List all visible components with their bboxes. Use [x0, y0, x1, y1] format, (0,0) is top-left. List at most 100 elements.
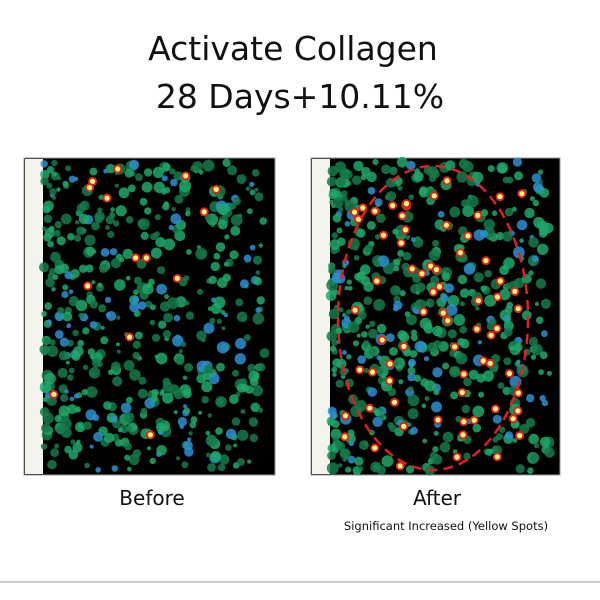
hot-spot [431, 193, 437, 199]
fluorescence-spot [238, 213, 243, 218]
fluorescence-spot [100, 336, 109, 345]
fluorescence-spot [534, 302, 539, 306]
fluorescence-spot [210, 451, 222, 462]
fluorescence-spot [419, 186, 428, 195]
fluorescence-spot [105, 163, 116, 174]
fluorescence-spot [56, 187, 61, 192]
fluorescence-spot [424, 396, 430, 401]
fluorescence-spot [183, 440, 193, 451]
fluorescence-spot [360, 174, 367, 181]
fluorescence-spot [213, 296, 226, 309]
hot-spot [360, 205, 366, 211]
fluorescence-spot [342, 350, 347, 355]
hot-spot [401, 343, 407, 350]
fluorescence-spot [450, 391, 459, 400]
fluorescence-spot [405, 234, 411, 240]
fluorescence-spot [365, 324, 370, 329]
fluorescence-spot [458, 158, 469, 169]
fluorescence-spot [179, 180, 192, 192]
fluorescence-spot [526, 394, 535, 403]
fluorescence-spot [496, 232, 505, 241]
fluorescence-spot [43, 337, 51, 345]
fluorescence-spot [85, 264, 94, 273]
fluorescence-spot [78, 312, 84, 319]
fluorescence-spot [235, 298, 244, 307]
fluorescence-spot [175, 356, 185, 366]
fluorescence-spot [374, 409, 381, 417]
fluorescence-spot [373, 298, 386, 311]
fluorescence-spot [54, 443, 60, 449]
hot-spot [492, 406, 499, 412]
fluorescence-spot [424, 380, 436, 392]
fluorescence-spot [428, 249, 441, 261]
fluorescence-spot [361, 331, 368, 338]
fluorescence-spot [329, 239, 341, 250]
fluorescence-spot [248, 370, 260, 382]
hot-spot [374, 278, 380, 284]
hot-spot [403, 201, 409, 207]
fluorescence-spot [40, 169, 50, 180]
fluorescence-spot [110, 361, 121, 372]
fluorescence-spot [353, 245, 359, 251]
fluorescence-spot [357, 355, 367, 364]
fluorescence-spot [184, 363, 194, 372]
fluorescence-spot [179, 424, 185, 429]
hot-spot [367, 405, 373, 411]
fluorescence-spot [410, 329, 418, 336]
fluorescence-spot [504, 315, 510, 322]
fluorescence-spot [331, 339, 338, 346]
fluorescence-spot [207, 306, 213, 312]
fluorescence-spot [528, 237, 539, 248]
fluorescence-spot [441, 272, 451, 282]
fluorescence-spot [404, 311, 411, 317]
fluorescence-spot [385, 191, 397, 202]
fluorescence-spot [422, 438, 428, 444]
fluorescence-spot [407, 394, 420, 407]
fluorescence-spot [98, 304, 107, 313]
fluorescence-spot [82, 364, 89, 370]
fluorescence-spot [368, 328, 378, 339]
fluorescence-spot [499, 288, 511, 301]
fluorescence-spot [188, 431, 193, 436]
fluorescence-spot [341, 449, 350, 458]
fluorescence-spot [52, 274, 59, 280]
fluorescence-spot [176, 456, 181, 461]
fluorescence-spot [125, 396, 133, 404]
fluorescence-spot [492, 445, 499, 452]
fluorescence-spot [446, 304, 458, 316]
fluorescence-spot [354, 272, 362, 281]
hot-spot [386, 378, 393, 384]
fluorescence-spot [163, 312, 174, 323]
fluorescence-spot [78, 264, 88, 273]
hot-spot [402, 227, 409, 233]
fluorescence-spot [485, 448, 493, 456]
fluorescence-spot [132, 449, 142, 458]
after-label: After [413, 486, 462, 510]
fluorescence-spot [48, 225, 55, 232]
fluorescence-spot [332, 213, 342, 223]
fluorescence-spot [538, 369, 544, 376]
fluorescence-spot [67, 374, 74, 381]
fluorescence-spot [433, 430, 439, 436]
fluorescence-spot [152, 333, 161, 342]
fluorescence-spot [381, 164, 391, 175]
fluorescence-spot [363, 296, 373, 306]
fluorescence-spot [135, 173, 143, 182]
fluorescence-spot [198, 169, 204, 175]
fluorescence-spot [372, 416, 383, 427]
fluorescence-spot [335, 441, 346, 451]
hot-spot [390, 202, 396, 209]
fluorescence-spot [162, 392, 174, 404]
fluorescence-spot [181, 461, 189, 469]
fluorescence-spot [344, 221, 351, 227]
fluorescence-spot [173, 410, 178, 415]
hot-spot [454, 454, 460, 460]
fluorescence-spot [389, 347, 398, 356]
fluorescence-spot [50, 448, 59, 457]
fluorescence-spot [216, 318, 222, 324]
fluorescence-spot [393, 265, 400, 272]
fluorescence-spot [392, 228, 399, 235]
fluorescence-spot [402, 251, 412, 261]
fluorescence-spot [78, 423, 84, 429]
fluorescence-spot [57, 307, 65, 314]
